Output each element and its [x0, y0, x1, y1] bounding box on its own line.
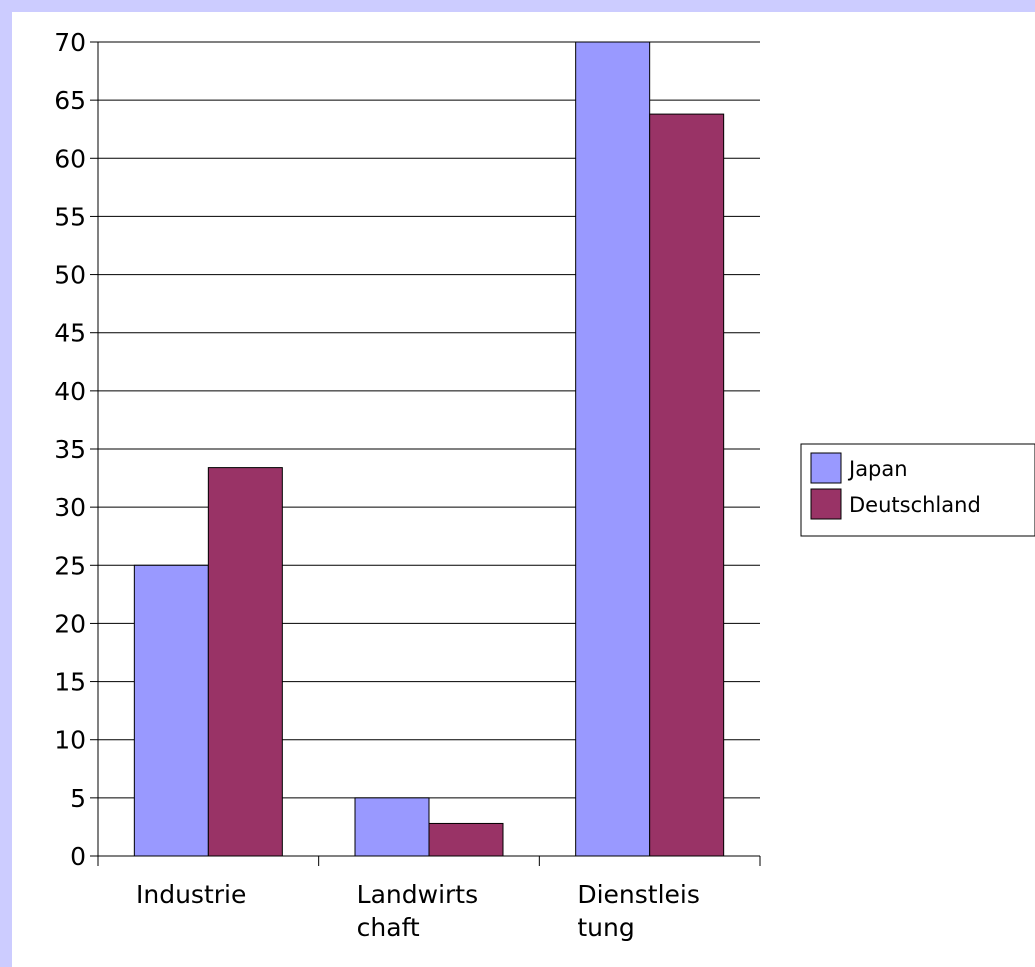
y-tick-label: 70: [54, 28, 86, 57]
y-tick-label: 50: [54, 261, 86, 290]
y-tick-labels: 0 5 10 15 20 25 30 35 40 45 50 55 60 65 70: [54, 28, 86, 871]
legend-label-japan: Japan: [847, 457, 908, 481]
x-category-label: Dienstleis: [577, 880, 700, 909]
legend-label-deutschland: Deutschland: [849, 493, 981, 517]
y-tick-label: 20: [54, 609, 86, 638]
x-category-labels: Industrie Landwirts chaft Dienstleis tung: [136, 880, 700, 942]
y-tick-label: 65: [54, 86, 86, 115]
y-tick-label: 15: [54, 668, 86, 697]
legend-swatch-deutschland: [810, 488, 842, 520]
y-tick-label: 5: [70, 784, 86, 813]
y-tick-label: 25: [54, 551, 86, 580]
y-tick-label: 55: [54, 202, 86, 231]
y-tick-label: 10: [54, 726, 86, 755]
bar-deutschland-2: [649, 113, 725, 857]
legend: Japan Deutschland: [800, 443, 1035, 537]
y-tick-label: 0: [70, 842, 86, 871]
legend-swatch-japan: [810, 452, 842, 484]
x-category-label: Landwirts: [357, 880, 478, 909]
y-tick-label: 40: [54, 377, 86, 406]
y-tick-label: 60: [54, 144, 86, 173]
axes: [90, 41, 761, 866]
bar-japan-2: [575, 41, 651, 857]
y-tick-label: 30: [54, 493, 86, 522]
bar-deutschland-1: [428, 822, 504, 857]
bar-japan-0: [133, 564, 209, 857]
x-category-label: Industrie: [136, 880, 246, 909]
bar-chart: 0 5 10 15 20 25 30 35 40 45 50 55 60 65 70 Industrie La…: [54, 28, 1035, 942]
bars: [133, 41, 725, 857]
y-tick-label: 35: [54, 435, 86, 464]
chart-area: 0 5 10 15 20 25 30 35 40 45 50 55 60 65 70 Industrie La…: [12, 12, 1035, 967]
bar-deutschland-0: [207, 467, 283, 857]
y-tick-label: 45: [54, 319, 86, 348]
x-category-label: tung: [577, 913, 634, 942]
x-category-label: chaft: [357, 913, 420, 942]
bar-japan-1: [354, 797, 430, 857]
